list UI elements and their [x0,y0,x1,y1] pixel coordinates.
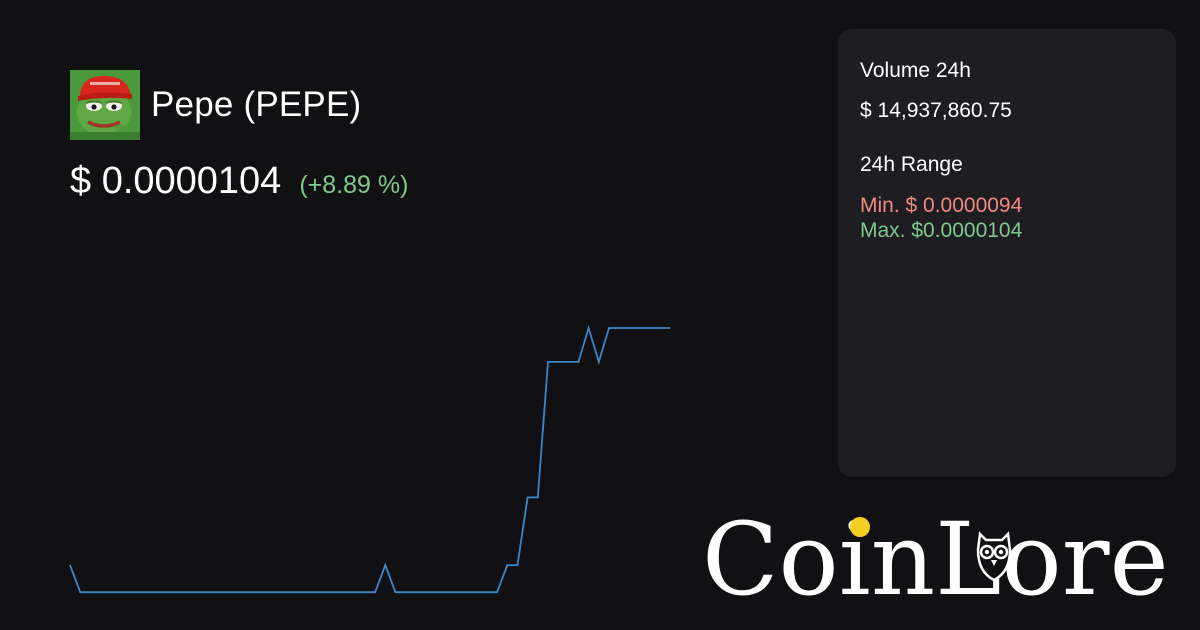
coinlore-logo: CoinLore [702,500,1192,620]
brand-dot-icon [850,517,870,537]
stats-panel: Volume 24h $ 14,937,860.75 24h Range Min… [838,29,1176,477]
price-row: $ 0.0000104 (+8.89 %) [70,160,408,203]
coin-name: Pepe (PEPE) [151,85,362,124]
volume-value: $ 14,937,860.75 [860,99,1012,122]
current-price: $ 0.0000104 [70,160,282,202]
price-change: (+8.89 %) [299,171,409,199]
range-label: 24h Range [860,153,963,176]
volume-label: Volume 24h [860,59,971,82]
coin-header: Pepe (PEPE) [70,70,361,140]
pepe-frog-icon [70,70,140,140]
owl-icon [976,531,1012,582]
chart-series-line [69,324,670,594]
range-min: Min. $ 0.0000094 [860,194,1023,217]
brand-name: CoinLore [702,501,1169,618]
range-max: Max. $0.0000104 [860,219,1023,242]
price-chart [69,324,670,594]
